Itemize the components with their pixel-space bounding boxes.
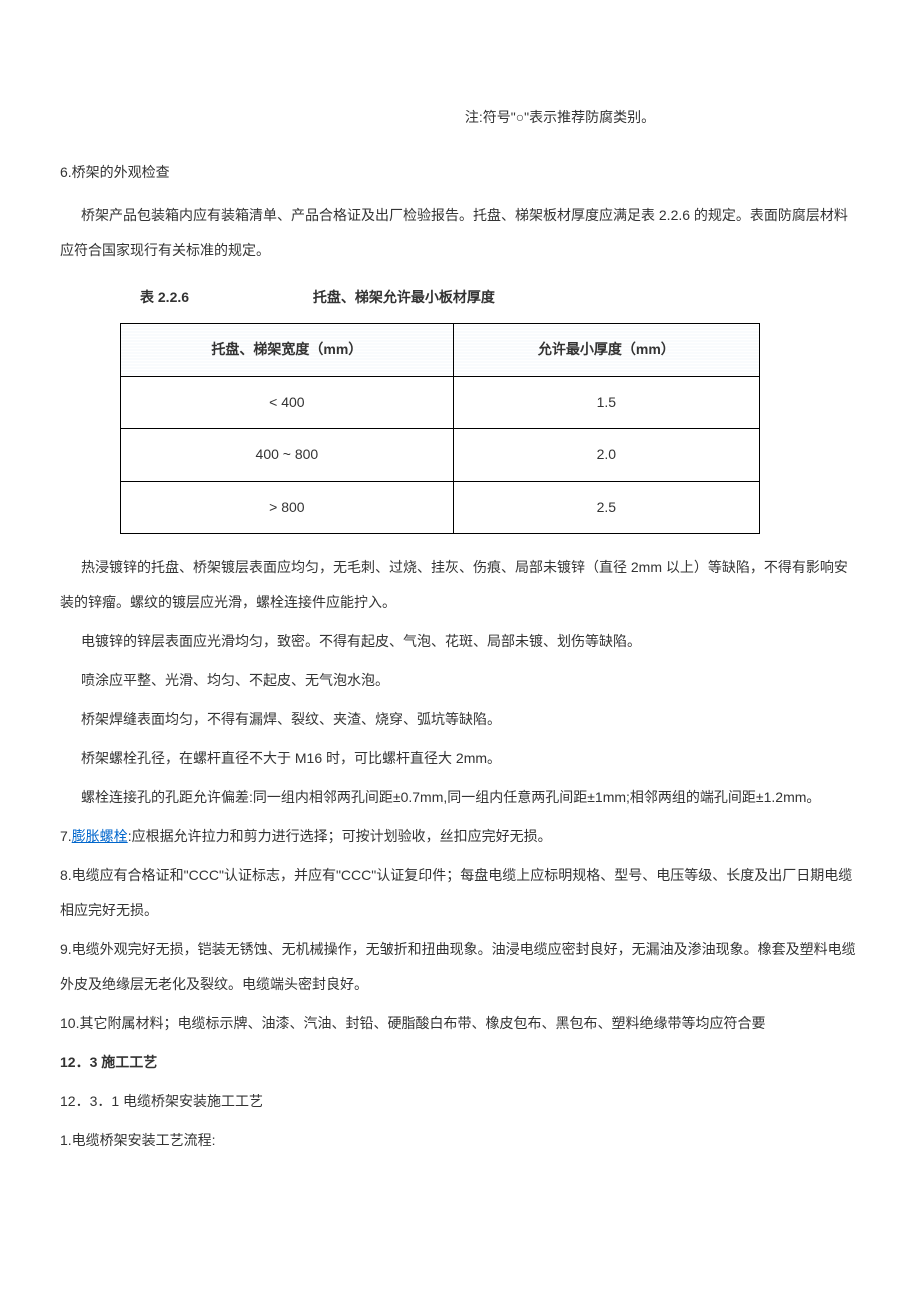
- table-cell: 2.5: [453, 481, 759, 534]
- table-cell: < 400: [121, 376, 454, 429]
- section-7-prefix: 7.: [60, 828, 72, 844]
- section-7: 7.膨胀螺栓:应根据允许拉力和剪力进行选择；可按计划验收，丝扣应完好无损。: [60, 819, 860, 854]
- section-6-paragraph-1: 桥架产品包装箱内应有装箱清单、产品合格证及出厂检验报告。托盘、梯架板材厚度应满足…: [60, 198, 860, 268]
- table-header-row: 托盘、梯架宽度（mm） 允许最小厚度（mm）: [121, 324, 760, 377]
- section-12-3-1-title: 12．3．1 电缆桥架安装施工工艺: [60, 1084, 860, 1119]
- section-6-title: 6.桥架的外观检查: [60, 155, 860, 190]
- note-symbol: 注:符号"○"表示推荐防腐类别。: [60, 100, 860, 135]
- expansion-bolt-link[interactable]: 膨胀螺栓: [72, 828, 128, 844]
- after-table-p5: 桥架螺栓孔径，在螺杆直径不大于 M16 时，可比螺杆直径大 2mm。: [60, 741, 860, 776]
- table-row: > 800 2.5: [121, 481, 760, 534]
- section-9: 9.电缆外观完好无损，铠装无锈蚀、无机械操作，无皱折和扭曲现象。油浸电缆应密封良…: [60, 932, 860, 1002]
- table-row: < 400 1.5: [121, 376, 760, 429]
- table-cell: 400 ~ 800: [121, 429, 454, 482]
- table-number: 表 2.2.6: [140, 280, 189, 315]
- after-table-p2: 电镀锌的锌层表面应光滑均匀，致密。不得有起皮、气泡、花斑、局部未镀、划伤等缺陷。: [60, 624, 860, 659]
- after-table-p6: 螺栓连接孔的孔距允许偏差:同一组内相邻两孔间距±0.7mm,同一组内任意两孔间距…: [60, 780, 860, 815]
- section-12-3-1-1: 1.电缆桥架安装工艺流程:: [60, 1123, 860, 1158]
- after-table-p4: 桥架焊缝表面均匀，不得有漏焊、裂纹、夹渣、烧穿、弧坑等缺陷。: [60, 702, 860, 737]
- table-description: 托盘、梯架允许最小板材厚度: [313, 280, 495, 315]
- section-10: 10.其它附属材料；电缆标示牌、油漆、汽油、封铅、硬脂酸白布带、橡皮包布、黑包布…: [60, 1006, 860, 1041]
- table-header-width: 托盘、梯架宽度（mm）: [121, 324, 454, 377]
- table-title: 表 2.2.6 托盘、梯架允许最小板材厚度: [60, 280, 860, 315]
- table-cell: 1.5: [453, 376, 759, 429]
- after-table-p3: 喷涂应平整、光滑、均匀、不起皮、无气泡水泡。: [60, 663, 860, 698]
- table-cell: 2.0: [453, 429, 759, 482]
- thickness-table: 托盘、梯架宽度（mm） 允许最小厚度（mm） < 400 1.5 400 ~ 8…: [120, 323, 760, 534]
- section-7-rest: :应根据允许拉力和剪力进行选择；可按计划验收，丝扣应完好无损。: [128, 828, 552, 844]
- table-row: 400 ~ 800 2.0: [121, 429, 760, 482]
- after-table-p1: 热浸镀锌的托盘、桥架镀层表面应均匀，无毛刺、过烧、挂灰、伤痕、局部未镀锌（直径 …: [60, 550, 860, 620]
- table-header-thickness: 允许最小厚度（mm）: [453, 324, 759, 377]
- section-8: 8.电缆应有合格证和"CCC"认证标志，并应有"CCC"认证复印件；每盘电缆上应…: [60, 858, 860, 928]
- table-cell: > 800: [121, 481, 454, 534]
- section-12-3-title: 12．3 施工工艺: [60, 1045, 860, 1080]
